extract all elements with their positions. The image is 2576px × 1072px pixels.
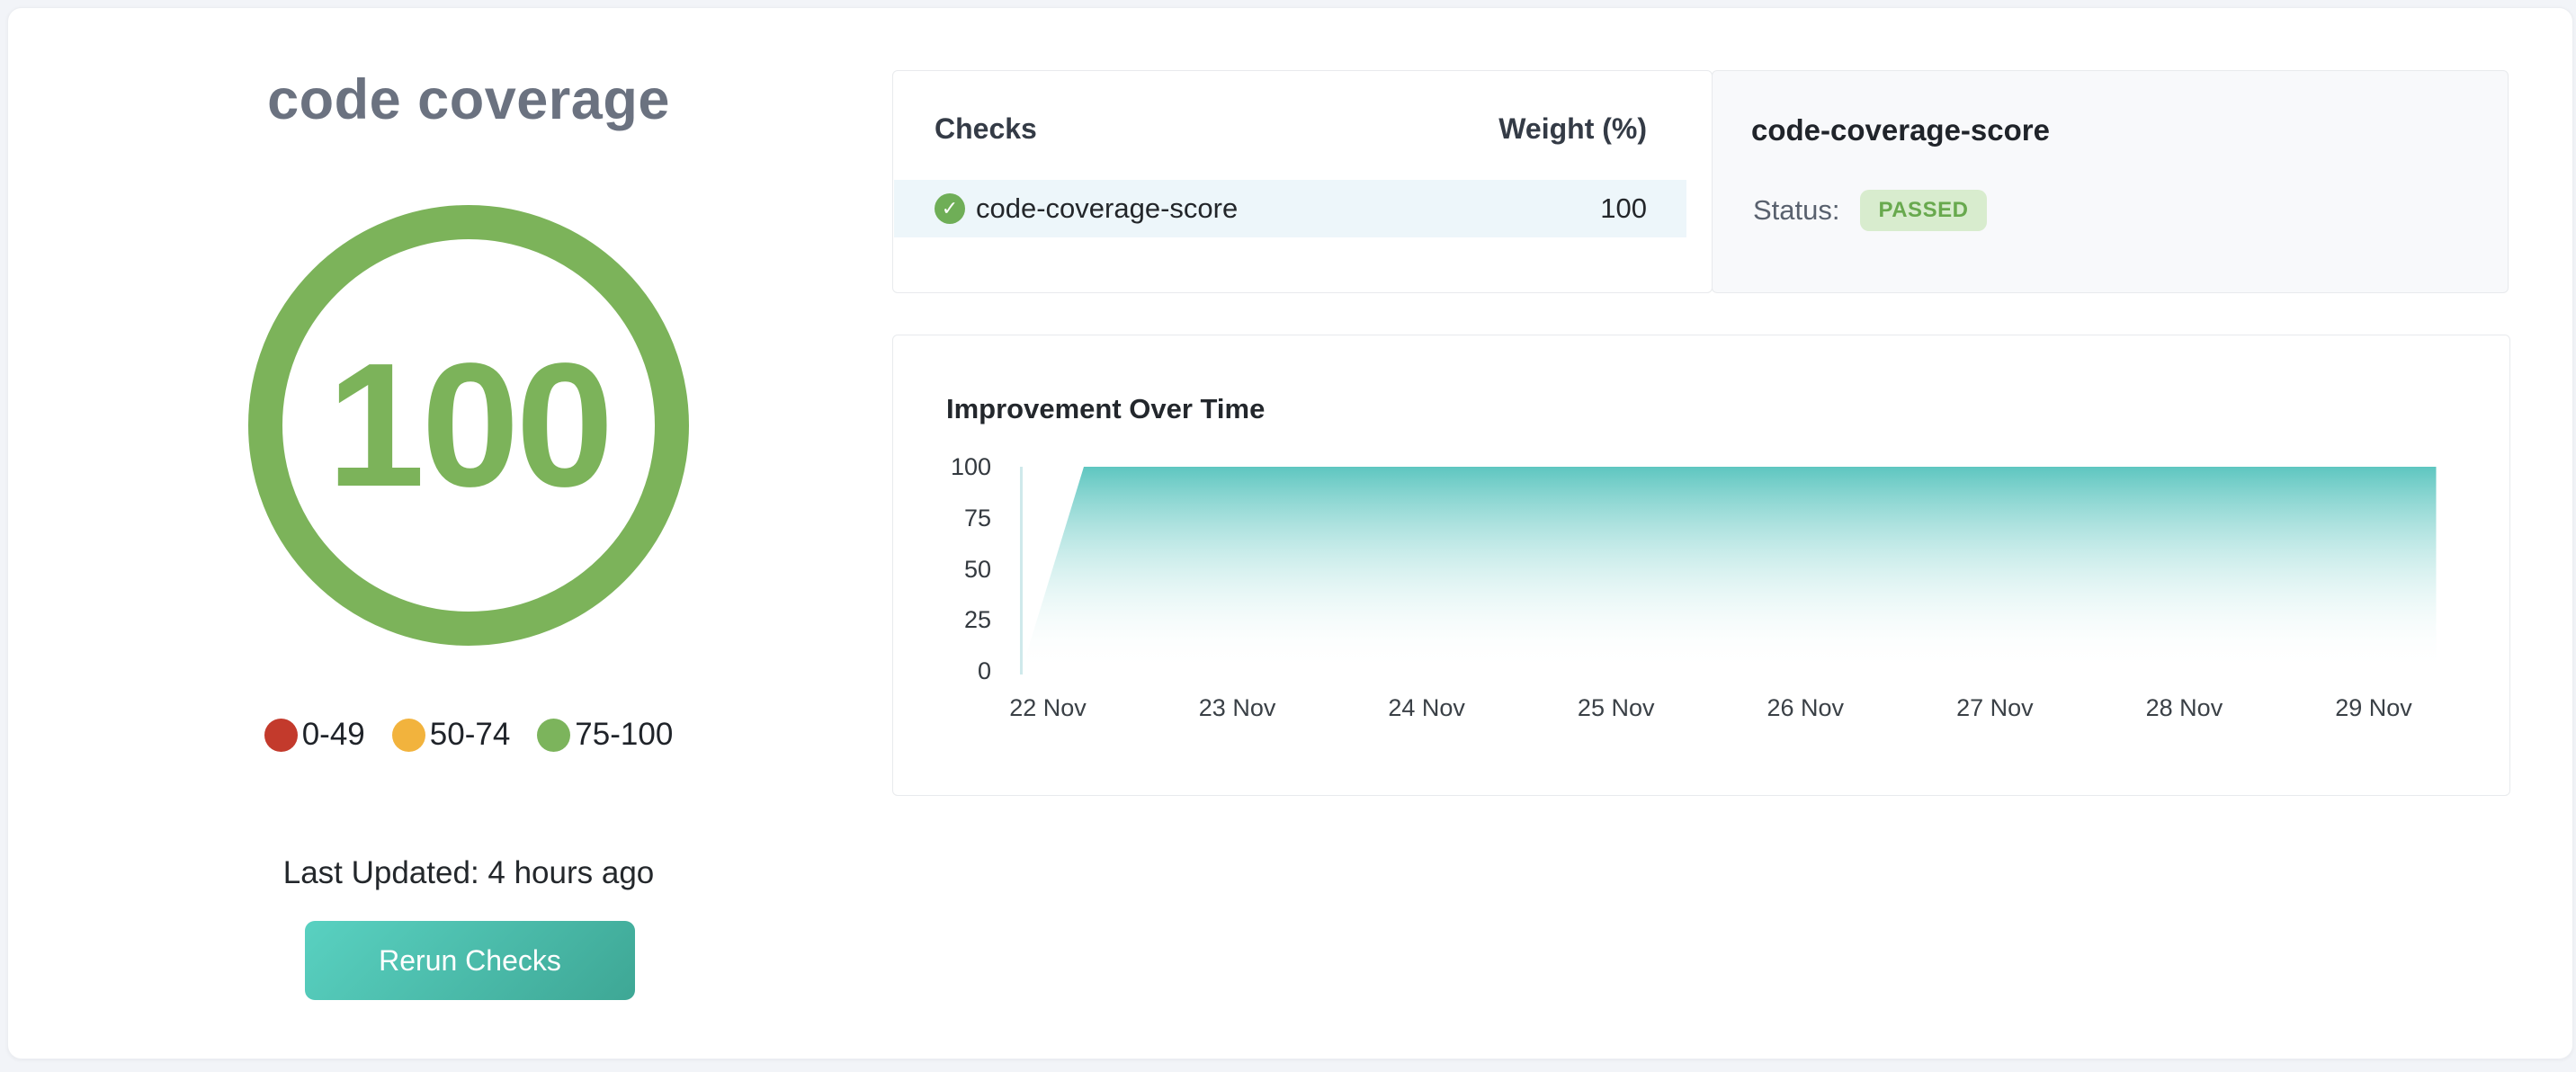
check-circle-icon: ✓ <box>935 193 965 224</box>
dashboard-card: code coverage 100 0-49 50-74 75-100 Last U… <box>7 7 2573 1059</box>
x-axis-label: 29 Nov <box>2335 694 2412 721</box>
weight-column-header: Weight (%) <box>1498 112 1647 145</box>
status-row: Status: PASSED <box>1753 190 1988 231</box>
checks-column-header: Checks <box>935 112 1037 145</box>
legend-label: 50-74 <box>429 717 511 752</box>
checks-table-header: Checks Weight (%) <box>935 112 1647 146</box>
legend-item: 0-49 <box>264 717 365 753</box>
improvement-chart-card: Improvement Over Time 100 75 50 25 0 22 Nov 2… <box>892 335 2510 796</box>
gauge-score-value: 100 <box>326 326 613 523</box>
legend-dot-icon <box>391 718 425 752</box>
legend-dot-icon <box>264 718 298 752</box>
status-badge: PASSED <box>1859 190 1988 231</box>
area-series <box>1021 467 2437 671</box>
score-gauge: 100 <box>248 205 689 646</box>
x-axis-label: 27 Nov <box>1956 694 2034 721</box>
status-card: code-coverage-score Status: PASSED <box>1712 70 2509 293</box>
x-axis-label: 23 Nov <box>1198 694 1276 721</box>
x-axis-label: 24 Nov <box>1388 694 1465 721</box>
score-panel: code coverage 100 0-49 50-74 75-100 Last U… <box>8 8 929 1059</box>
x-axis-label: 25 Nov <box>1577 694 1655 721</box>
x-axis-label: 22 Nov <box>1009 694 1087 721</box>
legend-item: 50-74 <box>391 717 511 753</box>
status-label: Status: <box>1753 194 1840 226</box>
chart-title: Improvement Over Time <box>946 393 1266 424</box>
y-axis-label: 25 <box>963 606 991 634</box>
y-axis-label: 0 <box>977 657 991 684</box>
y-axis-label: 100 <box>950 453 991 480</box>
y-axis-label: 75 <box>963 504 991 532</box>
status-card-title: code-coverage-score <box>1751 113 2050 147</box>
check-weight-value: 100 <box>1600 192 1647 224</box>
check-name: code-coverage-score <box>976 192 1239 224</box>
x-axis-label: 28 Nov <box>2145 694 2223 721</box>
checks-card: Checks Weight (%) ✓ code-coverage-score 10… <box>892 70 1713 293</box>
legend-dot-icon <box>537 718 571 752</box>
x-axis-label: 26 Nov <box>1767 694 1845 721</box>
y-axis-line <box>1020 467 1023 674</box>
score-legend: 0-49 50-74 75-100 <box>8 717 929 753</box>
rerun-checks-button[interactable]: Rerun Checks <box>305 921 635 1000</box>
legend-label: 75-100 <box>575 717 674 752</box>
last-updated-text: Last Updated: 4 hours ago <box>282 855 655 890</box>
y-axis-label: 50 <box>963 555 991 583</box>
table-row[interactable]: ✓ code-coverage-score 100 <box>894 180 1686 237</box>
page-title: code coverage <box>267 68 670 131</box>
legend-item: 75-100 <box>537 717 673 753</box>
legend-label: 0-49 <box>301 717 365 752</box>
